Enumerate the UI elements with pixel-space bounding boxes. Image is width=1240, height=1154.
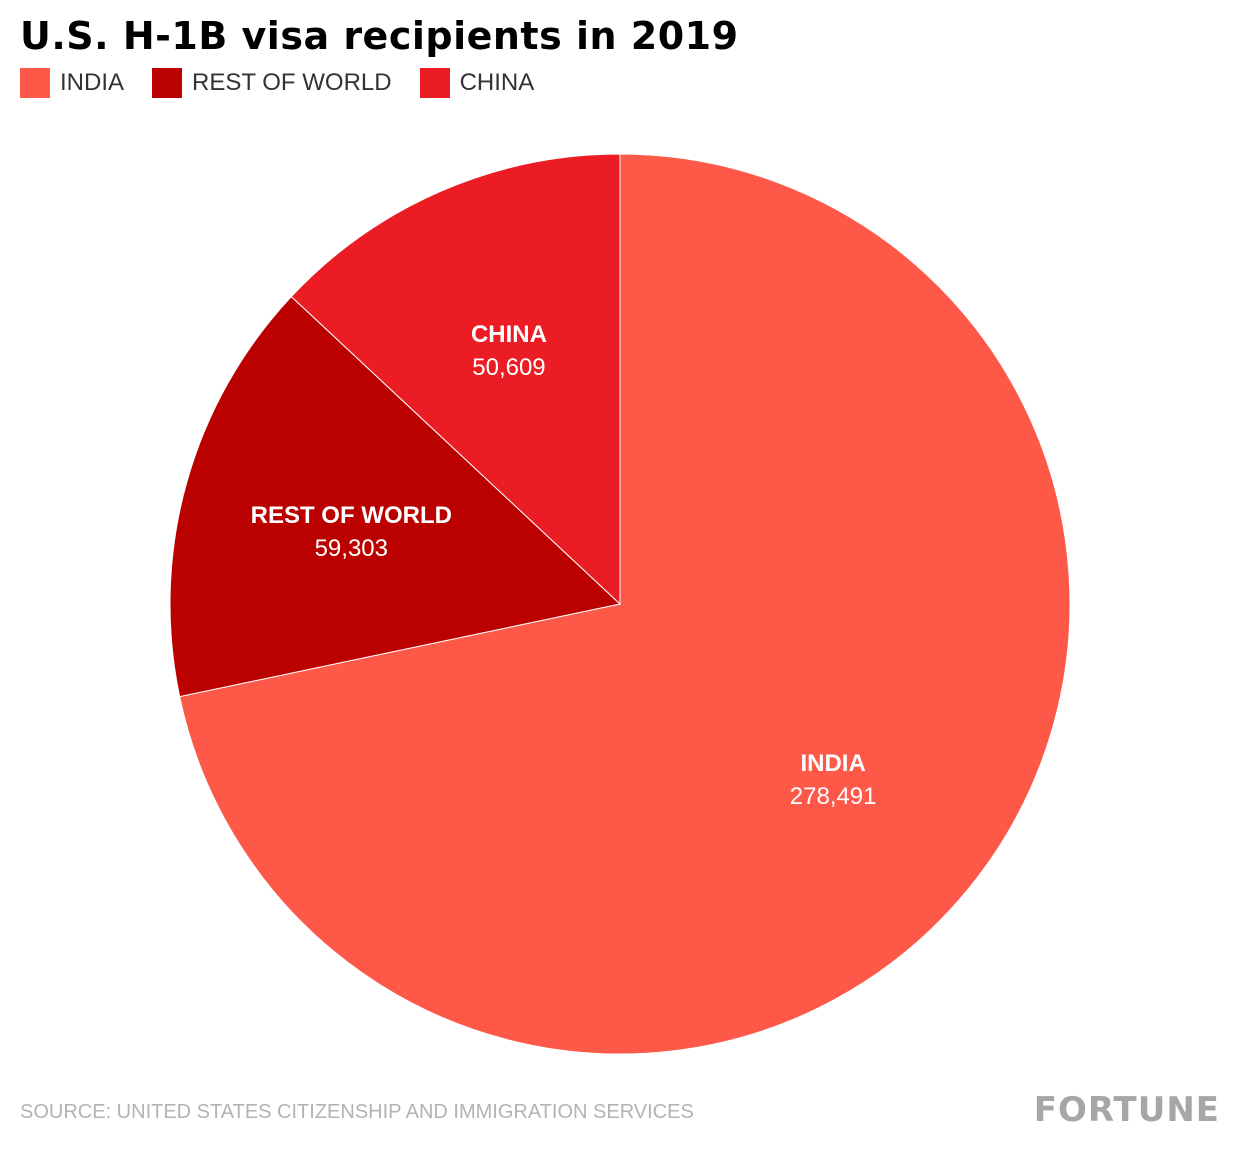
legend-swatch-india xyxy=(20,68,50,98)
source-note: SOURCE: UNITED STATES CITIZENSHIP AND IM… xyxy=(20,1101,694,1123)
slice-label-rest-of-world: REST OF WORLD xyxy=(251,502,452,529)
legend-swatch-rest-of-world xyxy=(152,68,183,98)
pie-slice-india xyxy=(179,153,1071,1055)
chart-title: U.S. H-1B visa recipients in 2019 xyxy=(20,14,739,58)
pie-slice-china xyxy=(290,153,621,606)
pie-slice-rest-of-world xyxy=(169,295,622,698)
legend-label-china: CHINA xyxy=(459,69,535,96)
legend-label-rest-of-world: REST OF WORLD xyxy=(192,69,392,96)
slice-value-china: 50,609 xyxy=(472,354,545,381)
legend-item-china: CHINA xyxy=(419,68,535,98)
slice-label-india: INDIA xyxy=(800,750,865,777)
pie-slices xyxy=(169,153,1071,1055)
legend-item-india: INDIA xyxy=(20,68,124,98)
slice-label-china: CHINA xyxy=(471,321,547,348)
slice-value-rest-of-world: 59,303 xyxy=(315,535,388,562)
legend: INDIA REST OF WORLD CHINA xyxy=(20,68,562,98)
legend-label-india: INDIA xyxy=(60,69,125,96)
pie-labels: INDIA 278,491 REST OF WORLD 59,303 CHINA 50,6… xyxy=(251,321,877,810)
slice-value-india: 278,491 xyxy=(790,783,877,810)
brand-logo: FORTUNE xyxy=(1033,1090,1220,1130)
legend-item-rest-of-world: REST OF WORLD xyxy=(152,68,392,98)
legend-swatch-china xyxy=(419,68,450,98)
